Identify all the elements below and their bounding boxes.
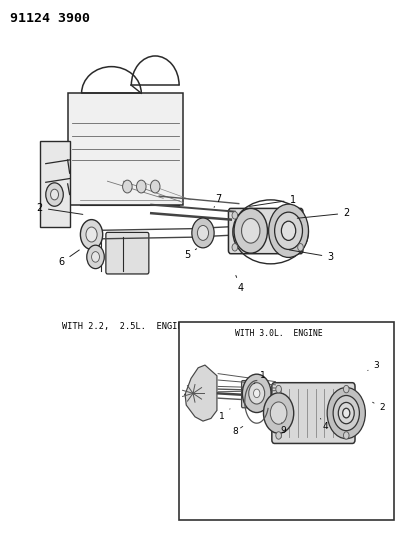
Bar [179, 322, 394, 520]
Circle shape [338, 402, 354, 424]
Text: 2: 2 [373, 402, 385, 412]
FancyBboxPatch shape [228, 208, 303, 254]
Text: 7: 7 [214, 194, 221, 207]
Circle shape [269, 204, 308, 257]
Circle shape [276, 385, 281, 393]
Text: 1: 1 [219, 409, 230, 421]
Circle shape [232, 212, 238, 219]
Circle shape [343, 408, 350, 418]
Circle shape [86, 227, 97, 242]
Circle shape [270, 402, 287, 424]
Circle shape [327, 387, 365, 439]
FancyBboxPatch shape [242, 381, 266, 408]
Circle shape [298, 244, 303, 251]
Circle shape [80, 220, 103, 249]
FancyBboxPatch shape [40, 141, 70, 227]
Text: 2: 2 [37, 203, 83, 214]
Text: 2: 2 [297, 208, 349, 218]
Circle shape [92, 252, 100, 262]
Circle shape [137, 180, 146, 193]
Text: 5: 5 [184, 249, 197, 260]
Text: 4: 4 [320, 418, 328, 431]
Text: 4: 4 [236, 276, 244, 293]
Text: 1: 1 [250, 195, 296, 206]
Circle shape [150, 180, 160, 193]
Circle shape [249, 383, 265, 404]
Text: 8: 8 [232, 426, 243, 436]
Text: WITH 3.0L.  ENGINE: WITH 3.0L. ENGINE [235, 329, 322, 338]
Polygon shape [185, 365, 217, 421]
Text: 6: 6 [59, 250, 79, 267]
Text: WITH 2.2,  2.5L.  ENGINE: WITH 2.2, 2.5L. ENGINE [62, 322, 188, 332]
Text: 91124 3900: 91124 3900 [10, 12, 90, 25]
Circle shape [343, 385, 349, 393]
FancyBboxPatch shape [106, 232, 149, 274]
Circle shape [276, 432, 281, 439]
Circle shape [51, 189, 59, 200]
Circle shape [275, 212, 302, 249]
Text: 3: 3 [289, 250, 334, 262]
Circle shape [232, 244, 238, 251]
FancyBboxPatch shape [68, 93, 183, 205]
Text: 9: 9 [281, 423, 286, 434]
Text: 3: 3 [368, 361, 379, 370]
Circle shape [333, 395, 359, 431]
Text: 1: 1 [254, 372, 265, 384]
Circle shape [343, 432, 349, 439]
Circle shape [242, 374, 271, 413]
Circle shape [254, 389, 260, 398]
Circle shape [192, 218, 214, 248]
Circle shape [263, 393, 294, 433]
Circle shape [87, 245, 104, 269]
FancyBboxPatch shape [272, 383, 355, 443]
Circle shape [46, 183, 63, 206]
Circle shape [197, 225, 209, 240]
Circle shape [234, 208, 267, 253]
Circle shape [242, 219, 260, 243]
Circle shape [123, 180, 132, 193]
Circle shape [281, 221, 296, 240]
